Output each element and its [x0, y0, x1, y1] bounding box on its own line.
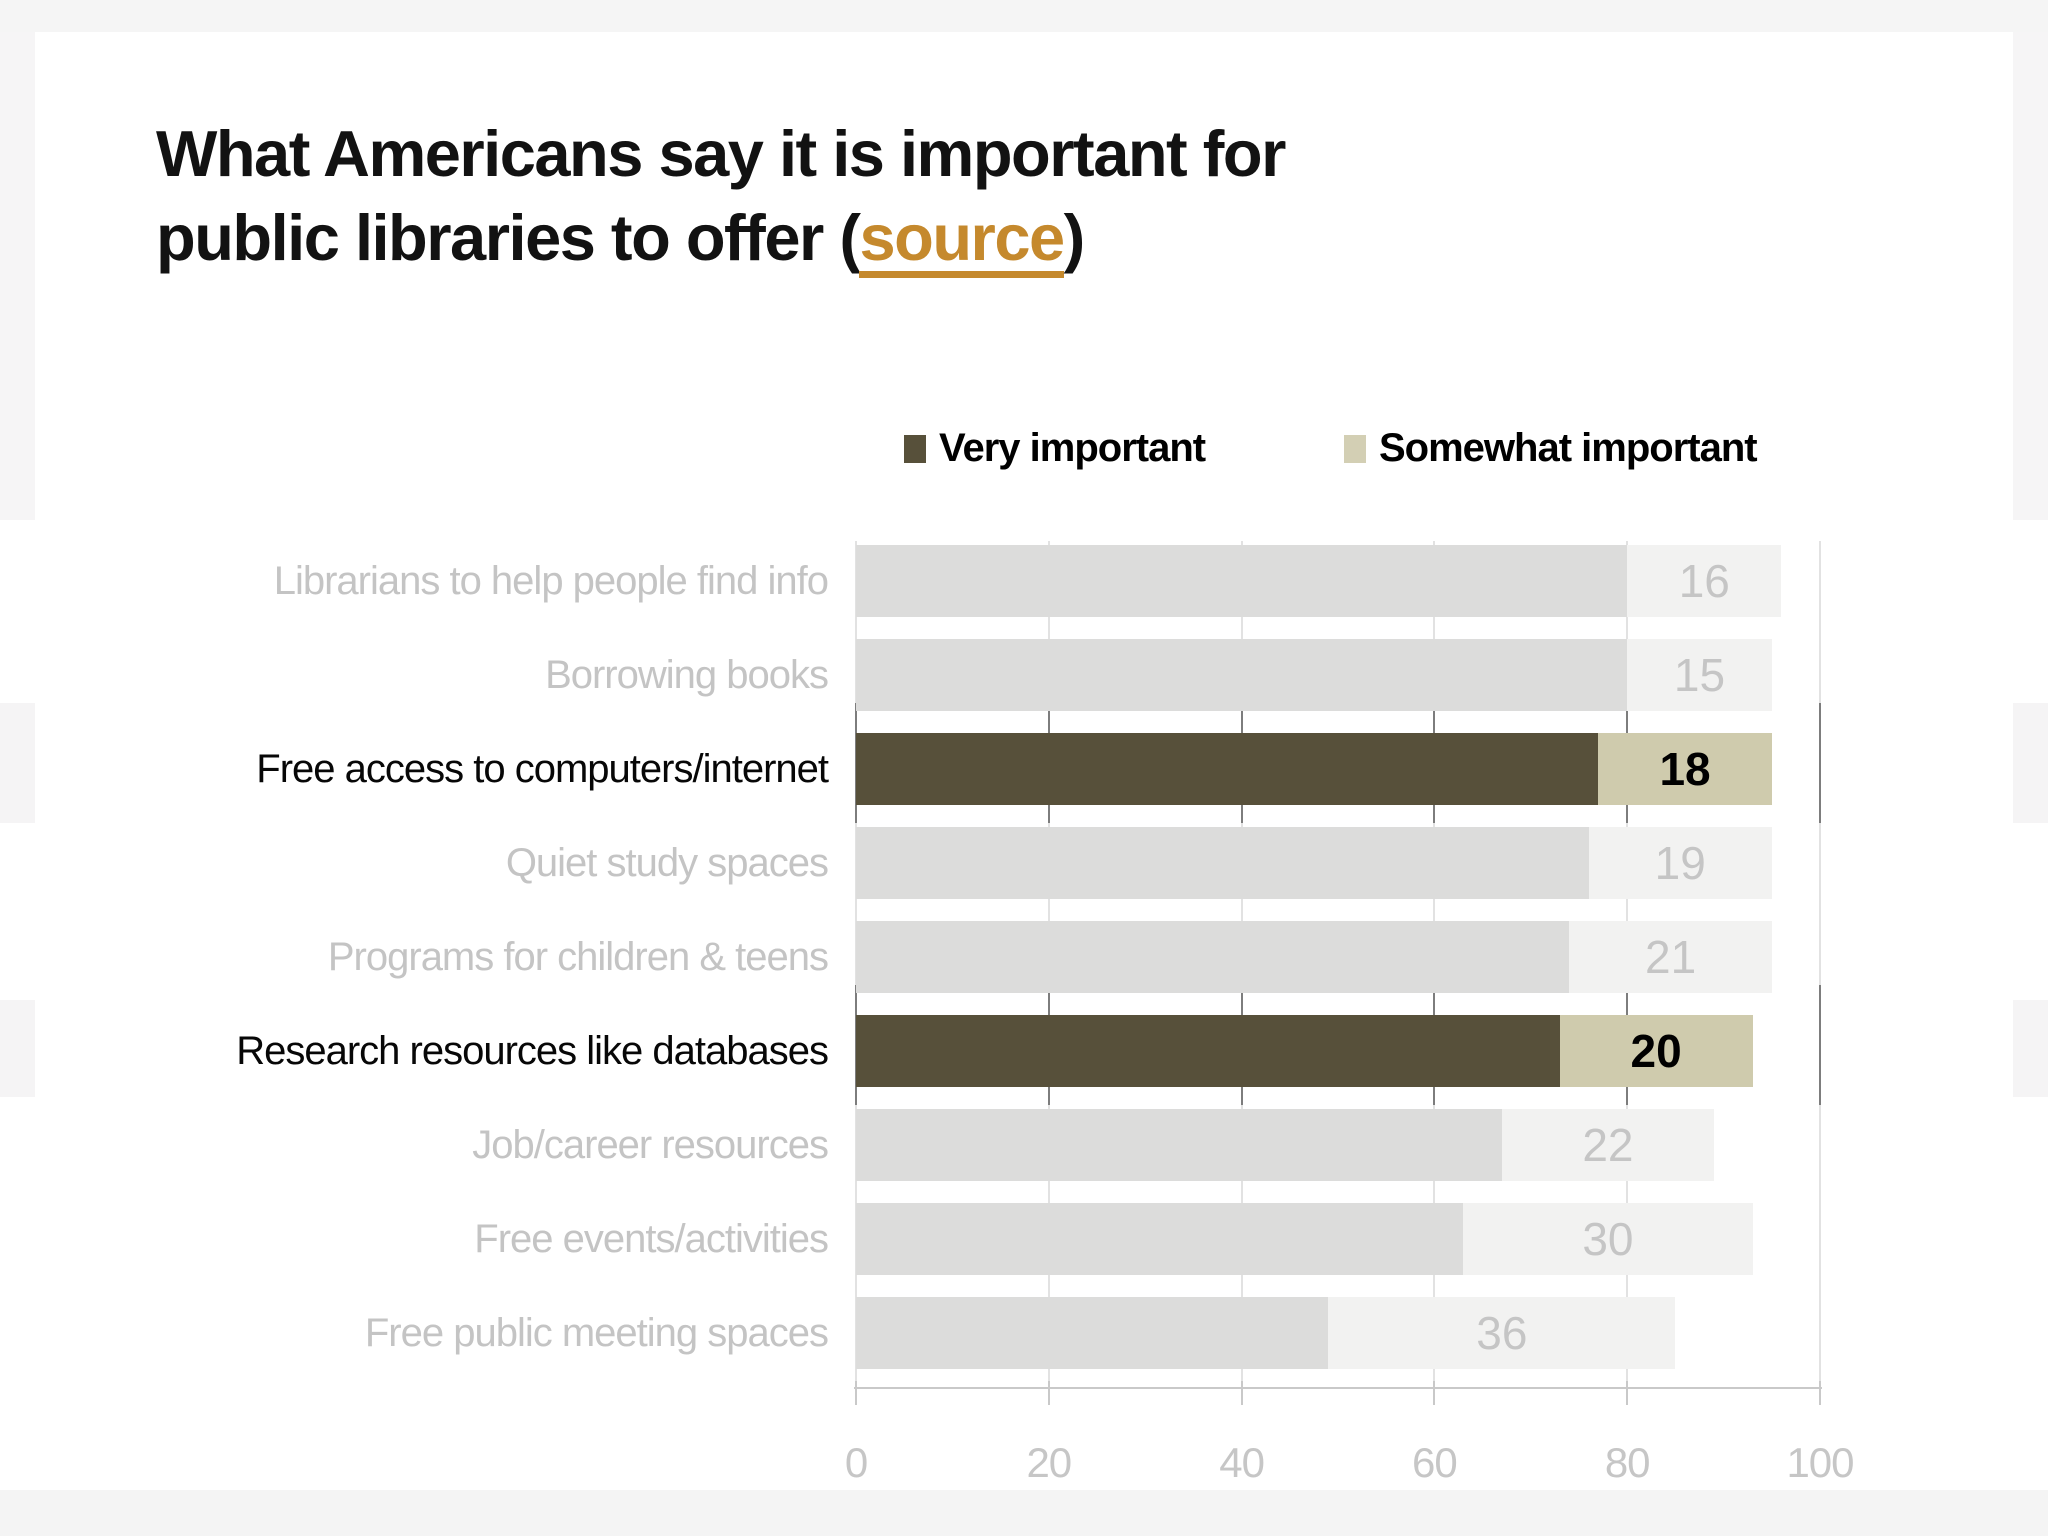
gridline	[1819, 541, 1821, 1387]
x-axis-line	[854, 1387, 1822, 1389]
legend-swatch-very-important	[904, 434, 926, 463]
somewhat-important-segment: 20	[1559, 1015, 1753, 1087]
axis-tick	[1047, 1381, 1050, 1405]
stacked-bar: 22	[856, 1109, 1714, 1181]
somewhat-important-segment: 21	[1569, 921, 1772, 993]
somewhat-important-segment: 22	[1501, 1109, 1714, 1181]
stacked-bar: 36	[856, 1297, 1676, 1369]
somewhat-value-label: 30	[1582, 1213, 1634, 1265]
highlight-gridline	[1819, 985, 1821, 1105]
bar-row: 36	[856, 1293, 1820, 1387]
chart-title-line1: What Americans say it is important for	[156, 117, 1286, 190]
background-stripe-right	[2013, 0, 2048, 1536]
bar-row: 22	[856, 1105, 1820, 1199]
very-important-segment	[856, 733, 1599, 805]
axis-tick	[1626, 1381, 1629, 1405]
category-label: Librarians to help people find info	[273, 558, 829, 603]
stacked-bar: 16	[856, 545, 1782, 617]
category-label-column: Librarians to help people find info Borro…	[96, 541, 829, 1387]
legend-label-very-important: Very important	[939, 426, 1206, 470]
axis-tick	[1240, 1381, 1243, 1405]
chart-title-line2: public libraries to offer (source)	[156, 196, 1285, 280]
background-stripe-top	[0, 0, 2048, 32]
plot-area: 0 20 40 60 80 100 16 15 18 19 21 20 22 30 36	[845, 541, 1855, 1486]
legend-item-very-important: Very important	[904, 426, 1206, 471]
category-label: Borrowing books	[545, 652, 829, 697]
bar-row: 18	[855, 703, 1821, 823]
very-important-segment	[856, 1203, 1464, 1275]
category-label: Free access to computers/internet	[256, 746, 829, 791]
somewhat-value-label: 36	[1476, 1307, 1528, 1359]
very-important-segment	[856, 1109, 1502, 1181]
stacked-bar: 18	[856, 733, 1772, 805]
bar-row: 16	[856, 541, 1820, 635]
bar-row: 15	[856, 635, 1820, 729]
background-stripe-left	[0, 0, 35, 1536]
stacked-bar: 30	[856, 1203, 1753, 1275]
legend-item-somewhat-important: Somewhat important	[1344, 426, 1758, 471]
x-axis-label: 0	[844, 1439, 868, 1486]
x-axis-label: 80	[1604, 1439, 1651, 1486]
stacked-bar: 20	[856, 1015, 1753, 1087]
bar-row: 20	[855, 985, 1821, 1105]
somewhat-important-segment: 18	[1598, 733, 1772, 805]
somewhat-value-label: 21	[1644, 931, 1697, 983]
somewhat-important-segment: 36	[1328, 1297, 1676, 1369]
somewhat-important-segment: 16	[1627, 545, 1782, 617]
somewhat-value-label: 22	[1582, 1119, 1634, 1171]
somewhat-value-label: 20	[1630, 1025, 1682, 1077]
category-label: Quiet study spaces	[505, 840, 829, 885]
category-label: Job/career resources	[472, 1122, 829, 1167]
stacked-bar: 21	[856, 921, 1772, 993]
background-stripe-bottom	[0, 1490, 2048, 1536]
category-label: Free public meeting spaces	[364, 1310, 829, 1355]
bar-row: 30	[856, 1199, 1820, 1293]
legend-label-somewhat-important: Somewhat important	[1379, 426, 1758, 470]
very-important-segment	[856, 1015, 1560, 1087]
very-important-segment	[856, 827, 1589, 899]
somewhat-important-segment: 15	[1627, 639, 1772, 711]
bar-row: 21	[856, 917, 1820, 1011]
axis-tick	[1433, 1381, 1436, 1405]
x-axis-label: 20	[1026, 1439, 1072, 1486]
source-link[interactable]: source	[859, 205, 1065, 278]
category-label: Research resources like databases	[236, 1028, 829, 1073]
somewhat-value-label: 18	[1659, 743, 1711, 795]
axis-tick	[855, 1381, 857, 1405]
stacked-bar: 19	[856, 827, 1772, 899]
legend-swatch-somewhat-important	[1344, 434, 1366, 463]
x-axis-label: 40	[1219, 1439, 1265, 1486]
somewhat-value-label: 19	[1654, 837, 1706, 889]
highlight-gridline	[1819, 703, 1821, 823]
somewhat-important-segment: 30	[1463, 1203, 1753, 1275]
somewhat-value-label: 15	[1673, 649, 1726, 701]
very-important-segment	[856, 545, 1628, 617]
category-label: Programs for children & teens	[327, 934, 829, 979]
very-important-segment	[856, 921, 1570, 993]
very-important-segment	[856, 639, 1628, 711]
category-label: Free events/activities	[474, 1216, 829, 1261]
bar-row: 19	[856, 823, 1820, 917]
somewhat-value-label: 16	[1678, 555, 1730, 607]
chart-title: What Americans say it is important for p…	[156, 112, 1286, 280]
stacked-bar: 15	[856, 639, 1772, 711]
very-important-segment	[856, 1297, 1329, 1369]
x-axis-label: 60	[1412, 1439, 1458, 1486]
axis-tick	[1819, 1381, 1821, 1405]
x-axis-label: 100	[1786, 1439, 1854, 1486]
somewhat-important-segment: 19	[1588, 827, 1772, 899]
